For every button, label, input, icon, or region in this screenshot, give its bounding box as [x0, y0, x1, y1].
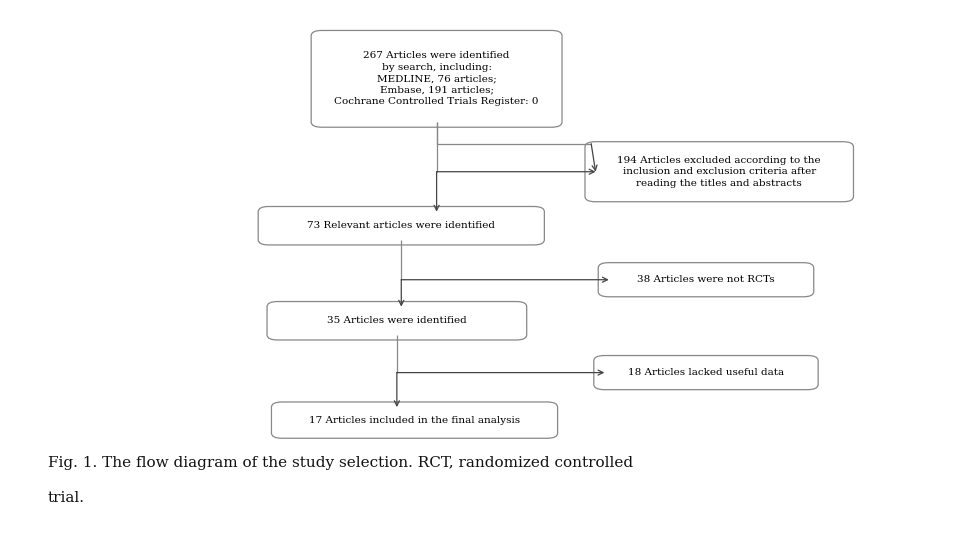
Text: trial.: trial. [48, 491, 85, 505]
Text: 194 Articles excluded according to the
inclusion and exclusion criteria after
re: 194 Articles excluded according to the i… [617, 156, 821, 188]
FancyBboxPatch shape [598, 262, 814, 297]
FancyBboxPatch shape [258, 206, 544, 245]
FancyBboxPatch shape [585, 141, 853, 202]
FancyBboxPatch shape [594, 355, 818, 390]
Text: 267 Articles were identified
by search, including:
MEDLINE, 76 articles;
Embase,: 267 Articles were identified by search, … [334, 51, 539, 106]
Text: International Neurourology Journal 2015;19:246-258: International Neurourology Journal 2015;… [13, 130, 23, 410]
Text: 38 Articles were not RCTs: 38 Articles were not RCTs [637, 275, 775, 284]
FancyBboxPatch shape [272, 402, 558, 438]
Text: Fig. 1. The flow diagram of the study selection. RCT, randomized controlled: Fig. 1. The flow diagram of the study se… [48, 456, 634, 470]
FancyBboxPatch shape [267, 301, 527, 340]
Text: 73 Relevant articles were identified: 73 Relevant articles were identified [307, 221, 495, 230]
FancyBboxPatch shape [311, 30, 562, 127]
Text: 17 Articles included in the final analysis: 17 Articles included in the final analys… [309, 416, 520, 424]
Text: 18 Articles lacked useful data: 18 Articles lacked useful data [628, 368, 784, 377]
Text: 35 Articles were identified: 35 Articles were identified [327, 316, 467, 325]
